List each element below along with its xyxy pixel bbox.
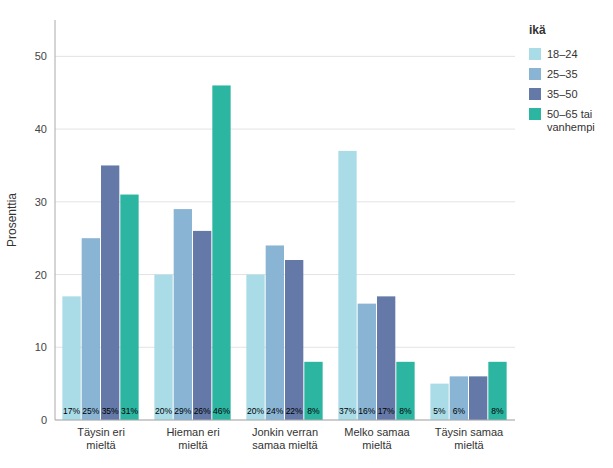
bar (246, 275, 264, 420)
legend-swatch (529, 88, 541, 100)
legend-label: 18–24 (547, 48, 578, 60)
bar (82, 238, 100, 420)
x-tick-label: Täysin erimieltä (77, 426, 125, 451)
bar (101, 165, 119, 420)
legend: ikä18–24 25–35 35–50 50–65 taivanhempi (529, 23, 595, 133)
bar (120, 195, 138, 420)
data-label: 46% (213, 406, 230, 416)
bar (154, 275, 172, 420)
bar (266, 245, 284, 420)
data-label: 29% (174, 406, 191, 416)
x-tick-label: Melko samaamieltä (344, 426, 410, 451)
y-tick-label: 10 (35, 341, 47, 353)
data-label: 25% (82, 406, 99, 416)
data-label: 8% (491, 406, 504, 416)
x-tick-label: Hieman erimieltä (166, 426, 219, 451)
bar (450, 376, 468, 420)
data-label: 16% (358, 406, 375, 416)
data-label: 35% (102, 406, 119, 416)
bar (377, 296, 395, 420)
bar (193, 231, 211, 420)
bar (212, 85, 230, 420)
grid-line (55, 56, 515, 57)
data-label: 24% (266, 406, 283, 416)
data-label: 5% (433, 406, 446, 416)
data-label: 20% (155, 406, 172, 416)
y-axis: 0 10 20 30 40 50 (35, 20, 515, 426)
data-label: 37% (339, 406, 356, 416)
bar (469, 376, 487, 420)
chart: 0 10 20 30 40 50 Prosenttia 17% 20% 20% 37% 5% 25% 29… (0, 0, 613, 468)
y-tick-label: 40 (35, 123, 47, 135)
x-axis-line (55, 420, 515, 421)
bars (62, 85, 506, 420)
y-axis-line (55, 20, 56, 420)
data-label: 31% (121, 406, 138, 416)
bar (304, 362, 322, 420)
y-axis-label: Prosenttia (5, 193, 19, 247)
y-tick-label: 50 (35, 50, 47, 62)
data-label: 8% (399, 406, 412, 416)
bar (488, 362, 506, 420)
bar (62, 296, 80, 420)
data-label: 20% (247, 406, 264, 416)
legend-swatch (529, 48, 541, 60)
data-label: 26% (194, 406, 211, 416)
bar (396, 362, 414, 420)
y-tick-label: 20 (35, 269, 47, 281)
x-tick-label: Täysin samaamieltä (435, 426, 504, 451)
legend-label: 35–50 (547, 88, 578, 100)
data-label: 22% (286, 406, 303, 416)
data-label: 17% (63, 406, 80, 416)
grid-line (55, 129, 515, 130)
grid-line (55, 420, 515, 421)
legend-swatch (529, 108, 541, 120)
y-tick-label: 30 (35, 196, 47, 208)
legend-label: 50–65 taivanhempi (547, 108, 595, 133)
data-label: 8% (307, 406, 320, 416)
background (0, 0, 613, 468)
legend-title: ikä (529, 23, 546, 37)
data-label: 6% (453, 406, 466, 416)
x-axis: Täysin erimieltä Hieman erimieltä Jonkin v… (77, 426, 504, 451)
data-label: 17% (378, 406, 395, 416)
bar (430, 384, 448, 420)
data-labels: 17% 20% 20% 37% 5% 25% 29% 24% 16% 6% 35% 26% 22% 17%… (63, 406, 504, 416)
y-tick-label: 0 (41, 414, 47, 426)
bar (285, 260, 303, 420)
bar (358, 304, 376, 420)
x-tick-label: Jonkin verransamaa mieltä (252, 426, 319, 451)
bar (174, 209, 192, 420)
legend-label: 25–35 (547, 68, 578, 80)
legend-swatch (529, 68, 541, 80)
bar (338, 151, 356, 420)
